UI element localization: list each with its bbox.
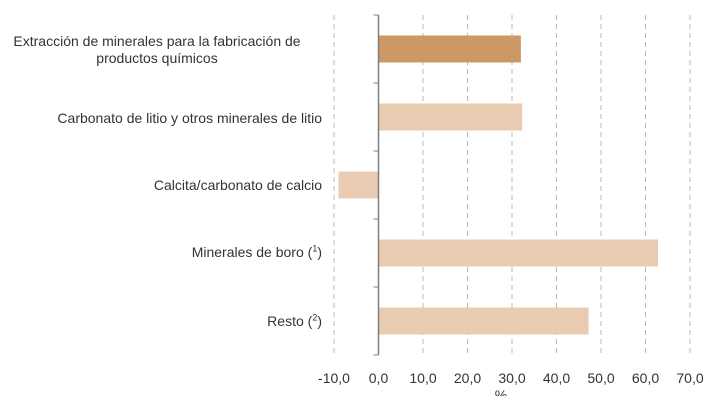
footnote-mark-4: 2 <box>312 312 318 323</box>
bars <box>338 35 658 335</box>
bar <box>378 307 589 335</box>
x-tick-label: 0,0 <box>369 370 389 386</box>
bar <box>338 171 379 199</box>
category-label-3: Minerales de boro (1) <box>192 244 322 261</box>
x-tick-label: 40,0 <box>543 370 570 386</box>
category-label-0: Extracción de minerales para la fabricac… <box>0 33 322 67</box>
x-tick-label: 70,0 <box>676 370 703 386</box>
category-note-3: (1) <box>307 243 322 260</box>
category-label-0-text: Extracción de minerales para la fabricac… <box>13 33 301 66</box>
category-label-2: Calcita/carbonato de calcio <box>154 177 322 194</box>
bar <box>378 239 658 267</box>
x-tick-label: 50,0 <box>587 370 614 386</box>
category-note-4: (2) <box>307 312 322 329</box>
footnote-mark-3: 1 <box>312 243 318 254</box>
x-tick-label: 10,0 <box>409 370 436 386</box>
category-axis <box>373 14 380 356</box>
x-tick-labels: -10,0 0,0 10,0 20,0 30,0 40,0 50,0 60,0 70,0 <box>318 370 704 386</box>
category-label-3-text: Minerales de boro <box>191 244 304 260</box>
x-tick-label: -10,0 <box>318 370 350 386</box>
x-tick-label: 30,0 <box>498 370 525 386</box>
category-label-4-text: Resto <box>267 313 304 329</box>
category-label-1-text: Carbonato de litio y otros minerales de … <box>57 110 322 126</box>
category-label-4: Resto (2) <box>267 313 322 330</box>
x-tick-label: 60,0 <box>632 370 659 386</box>
bar <box>378 103 523 131</box>
x-axis-label: % <box>495 387 507 396</box>
gridlines <box>333 15 691 355</box>
category-label-1: Carbonato de litio y otros minerales de … <box>57 110 322 127</box>
category-label-2-text: Calcita/carbonato de calcio <box>153 177 322 193</box>
x-tick-label: 20,0 <box>454 370 481 386</box>
bar <box>378 35 521 63</box>
